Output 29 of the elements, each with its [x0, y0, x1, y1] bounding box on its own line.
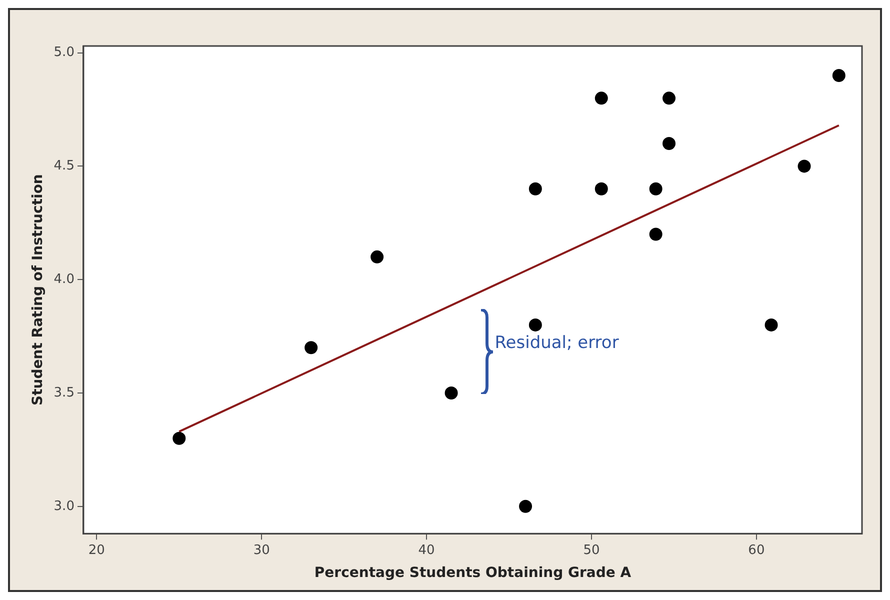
point [370, 250, 384, 264]
point [594, 92, 608, 105]
annotation: Residual; error [494, 332, 619, 353]
point [304, 341, 318, 354]
point [764, 318, 778, 332]
x-axis-title: Percentage Students Obtaining Grade A [314, 565, 632, 582]
point [528, 318, 542, 332]
x-tick-label: 40 [418, 542, 435, 558]
y-axis-title: Student Rating of Instruction [30, 174, 46, 406]
point [649, 182, 662, 196]
point [662, 137, 676, 150]
point [594, 182, 608, 196]
x-tick-label: 50 [583, 542, 600, 558]
y-tick-label: 4.5 [54, 158, 74, 174]
point [444, 386, 458, 400]
point [832, 68, 846, 82]
y-tick-label: 5.0 [54, 45, 74, 60]
point [528, 182, 542, 196]
point [798, 160, 811, 173]
point [172, 432, 186, 445]
x-tick-label: 20 [88, 542, 105, 558]
point [662, 92, 676, 105]
x-tick-label: 60 [748, 542, 765, 558]
y-tick-label: 4.0 [54, 272, 74, 287]
point [519, 500, 532, 513]
x-tick-label: 30 [253, 542, 270, 558]
point [649, 228, 662, 241]
y-tick-label: 3.5 [54, 385, 74, 400]
y-tick-label: 3.0 [54, 498, 74, 514]
